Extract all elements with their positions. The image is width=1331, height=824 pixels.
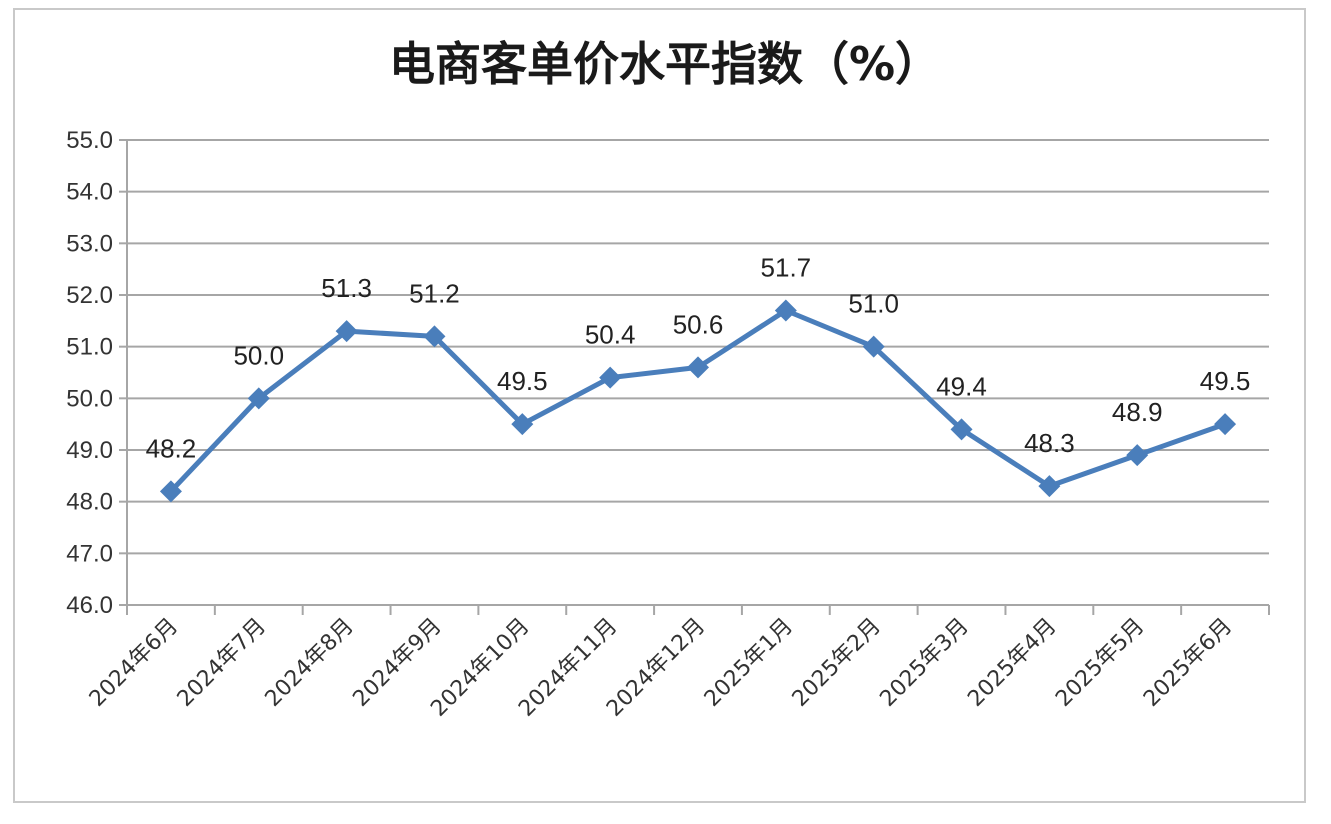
data-label: 49.5 — [1200, 366, 1251, 396]
x-axis-ticks: 2024年6月2024年7月2024年8月2024年9月2024年10月2024… — [85, 605, 1270, 722]
data-label: 51.7 — [761, 253, 812, 283]
data-labels: 48.2 50.0 51.3 51.2 49.5 50.4 50.6 51.7 51.0 49.4… — [146, 253, 1251, 464]
data-label: 48.3 — [1024, 428, 1075, 458]
data-label: 50.0 — [233, 340, 284, 370]
y-tick-label: 52.0 — [66, 282, 113, 309]
x-tick-label: 2024年7月 — [173, 614, 271, 712]
data-point-marker — [862, 335, 885, 358]
data-point-marker — [159, 480, 182, 503]
data-point-marker — [1038, 475, 1061, 498]
data-label: 50.6 — [673, 309, 724, 339]
data-point-marker — [511, 413, 534, 436]
data-label: 50.4 — [585, 320, 636, 350]
x-tick-label: 2025年5月 — [1051, 614, 1149, 712]
y-tick-label: 50.0 — [66, 385, 113, 412]
x-tick-label: 2025年1月 — [700, 614, 798, 712]
y-tick-label: 46.0 — [66, 592, 113, 619]
x-tick-label: 2025年2月 — [788, 614, 886, 712]
x-tick-label: 2025年3月 — [875, 614, 973, 712]
data-label: 49.4 — [936, 371, 987, 401]
data-point-marker — [950, 418, 973, 441]
y-tick-label: 47.0 — [66, 540, 113, 567]
x-tick-label: 2024年8月 — [261, 614, 359, 712]
data-label: 51.0 — [848, 289, 899, 319]
data-label: 51.3 — [321, 273, 372, 303]
y-axis-ticks: 46.0 47.0 48.0 49.0 50.0 51.0 52.0 53.0 54.0 55.0 — [66, 127, 127, 619]
y-tick-label: 49.0 — [66, 437, 113, 464]
series-group — [159, 299, 1237, 503]
x-tick-label: 2025年4月 — [963, 614, 1061, 712]
y-tick-label: 53.0 — [66, 230, 113, 257]
axes — [126, 140, 1269, 606]
y-tick-label: 55.0 — [66, 127, 113, 154]
data-point-marker — [247, 387, 270, 410]
data-point-marker — [335, 320, 358, 343]
data-point-marker — [599, 366, 622, 389]
x-tick-label: 2024年6月 — [85, 614, 183, 712]
y-tick-label: 51.0 — [66, 334, 113, 361]
data-point-marker — [687, 356, 709, 379]
x-tick-label: 2025年6月 — [1139, 614, 1237, 712]
y-tick-label: 48.0 — [66, 489, 113, 516]
data-label: 48.2 — [146, 433, 197, 463]
data-point-marker — [423, 325, 446, 348]
y-tick-label: 54.0 — [66, 179, 113, 206]
data-label: 48.9 — [1112, 397, 1163, 427]
data-point-marker — [1214, 413, 1237, 436]
data-point-marker — [774, 299, 797, 322]
data-label: 51.2 — [409, 278, 460, 308]
grid — [127, 139, 1269, 555]
data-label: 49.5 — [497, 366, 548, 396]
data-point-marker — [1126, 444, 1149, 467]
chart-title: 电商客单价水平指数（%） — [389, 37, 941, 91]
